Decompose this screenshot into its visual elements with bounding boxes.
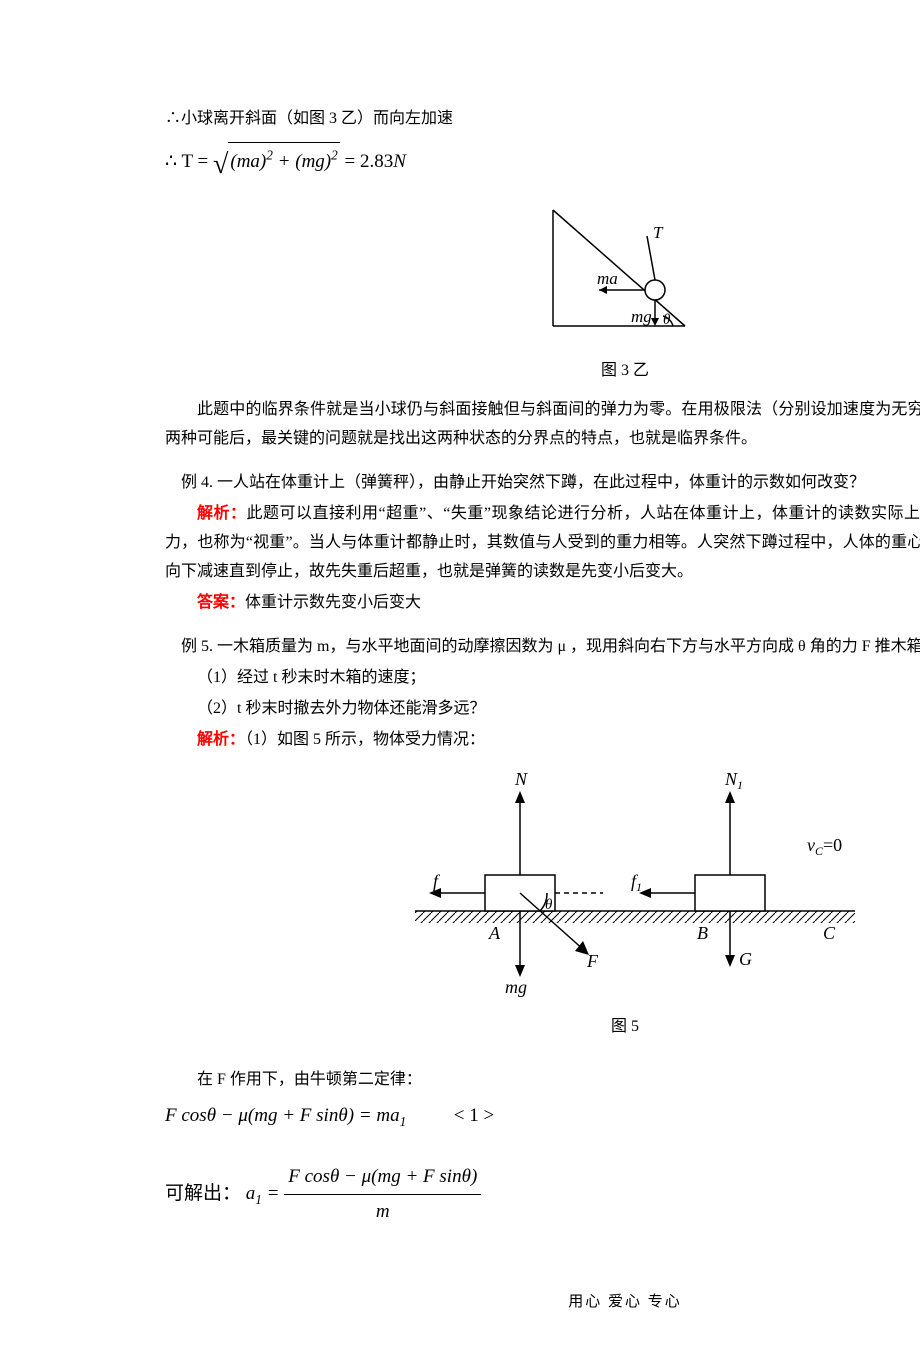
ex5-question: 例 5. 一木箱质量为 m，与水平地面间的动摩擦因数为 μ ，现用斜向右下方与水… [165, 633, 920, 662]
fig3-label-ma: ma [597, 269, 618, 288]
fig3-label-T: T [653, 223, 664, 242]
fig3-label-theta: θ [663, 312, 671, 328]
figure-5: N N1 f f1 A B C F G mg θ vC=0 [165, 761, 920, 1012]
ex4-analysis: 解析：此题可以直接利用“超重”、“失重”现象结论进行分析，人站在体重计上，体重计… [165, 500, 920, 586]
ex4-question: 例 4. 一人站在体重计上（弹簧秤），由静止开始突然下蹲，在此过程中，体重计的示… [165, 469, 920, 498]
page-footer: 用心 爱心 专心 [165, 1289, 920, 1316]
ex5-ans-intro: （1）如图 5 所示，物体受力情况： [245, 731, 485, 748]
fig5-label-vc: vC=0 [807, 835, 842, 858]
fig5-label-f1: f1 [631, 871, 642, 894]
ex4-ans-label: 解析： [197, 505, 247, 522]
fig5-label-A: A [488, 923, 501, 943]
ex4-final-label: 答案： [197, 594, 245, 611]
equation-a1: 可解出： a1 = F cosθ − μ(mg + F sinθ) m [165, 1160, 920, 1229]
fig5-label-mg: mg [505, 977, 527, 997]
ex5-analysis-intro: 解析：（1）如图 5 所示，物体受力情况： [165, 726, 920, 755]
eq1-prefix: ∴ T = [165, 151, 213, 172]
ex5-ans-label: 解析： [197, 731, 245, 748]
ex4-final-text: 体重计示数先变小后变大 [245, 594, 421, 611]
eq1-suffix: = 2.83N [345, 151, 406, 172]
equation-T: ∴ T = √(ma)2 + (mg)2 = 2.83N [165, 140, 920, 190]
ex4-ans-text: 此题可以直接利用“超重”、“失重”现象结论进行分析，人站在体重计上，体重计的读数… [165, 505, 920, 580]
fig3-caption: 图 3 乙 [165, 357, 920, 386]
fig5-label-f: f [433, 871, 441, 891]
fig5-label-G: G [739, 949, 752, 969]
eq1-radicand: (ma)2 + (mg)2 [230, 151, 337, 172]
fig5-label-B: B [697, 923, 708, 943]
fig5-label-theta: θ [545, 897, 553, 913]
ex5-under-F: 在 F 作用下，由牛顿第二定律： [165, 1066, 920, 1095]
fig5-label-C: C [823, 923, 836, 943]
line-therefore-leave: ∴小球离开斜面（如图 3 乙）而向左加速 [165, 105, 920, 134]
fig5-label-N: N [514, 769, 528, 789]
ex5-q2: （1）经过 t 秒末时木箱的速度； [165, 664, 920, 693]
equation-newton2: F cosθ − μ(mg + F sinθ) = ma1 < 1 > [165, 1099, 920, 1134]
ex5-q3: （2）t 秒末时撤去外力物体还能滑多远？ [165, 695, 920, 724]
para-critical-condition: 此题中的临界条件就是当小球仍与斜面接触但与斜面间的弹力为零。在用极限法（分别设加… [165, 396, 920, 454]
fig5-label-N1: N1 [724, 769, 743, 792]
fig3-svg: T ma mg θ [535, 194, 715, 344]
ex4-final: 答案：体重计示数先变小后变大 [165, 589, 920, 618]
solve-label: 可解出： [165, 1183, 241, 1204]
figure-3b: T ma mg θ [165, 194, 920, 355]
fig3-label-mg: mg [631, 307, 652, 326]
fig5-svg: N N1 f f1 A B C F G mg θ vC=0 [375, 761, 875, 1001]
fig5-label-F: F [586, 951, 599, 971]
fig5-caption: 图 5 [165, 1013, 920, 1042]
eq2-tag: < 1 > [454, 1105, 494, 1126]
